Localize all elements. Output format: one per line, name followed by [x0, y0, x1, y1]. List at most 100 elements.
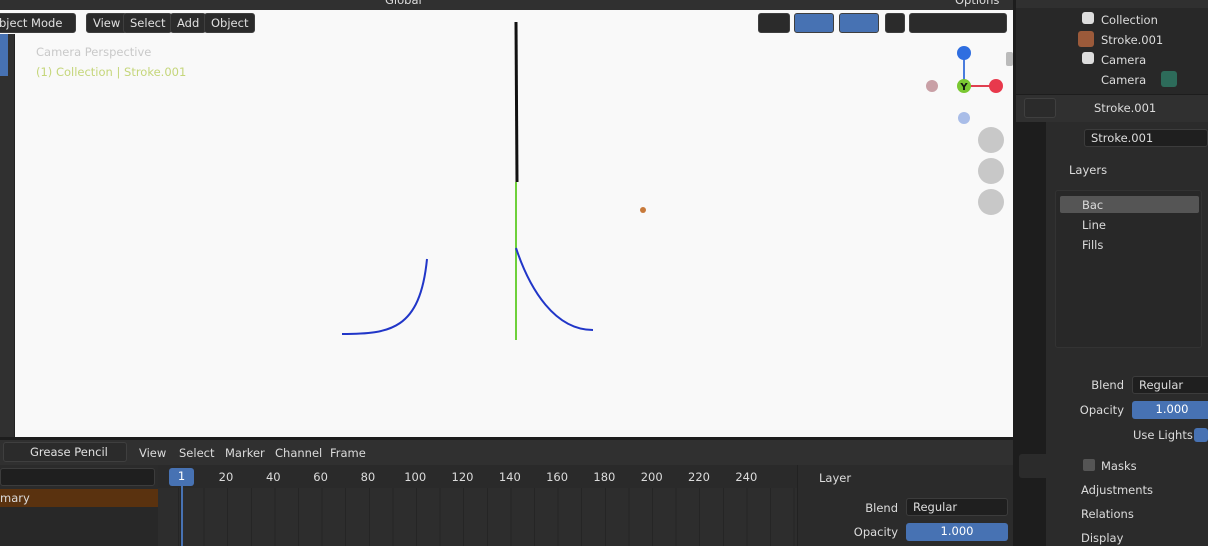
- stroke-blue-left: [341, 258, 428, 335]
- opacity-label: Opacity: [853, 525, 898, 539]
- active-tab[interactable]: [1019, 454, 1046, 478]
- visibility-toggle[interactable]: [758, 13, 790, 33]
- header-object: Stroke.001: [1094, 101, 1157, 115]
- tab-column: [1016, 122, 1046, 546]
- timeline-menu[interactable]: Marker: [225, 446, 265, 460]
- editor-type[interactable]: [1024, 98, 1056, 118]
- shading-modes[interactable]: [909, 13, 1007, 33]
- layer-name[interactable]: Bac: [1082, 198, 1104, 212]
- frame-tick-label: 80: [360, 470, 376, 484]
- menu-add[interactable]: Add: [170, 13, 207, 33]
- orientation[interactable]: Global: [385, 0, 422, 7]
- keyframe-area: [158, 488, 797, 546]
- camera-icon: [1161, 71, 1177, 87]
- frame-tick-label: 160: [546, 470, 569, 484]
- panel-header[interactable]: Layer: [819, 471, 852, 485]
- panel-header[interactable]: Masks: [1101, 459, 1137, 473]
- view-name: Camera Perspective: [36, 45, 152, 59]
- pan-button[interactable]: [978, 158, 1004, 184]
- summary-row: [0, 489, 158, 507]
- options[interactable]: Options: [955, 0, 1000, 7]
- viewport-scrollbar[interactable]: [1006, 52, 1013, 66]
- viewport-drawing: Y: [341, 21, 1004, 340]
- frame-tick-label: 40: [265, 470, 281, 484]
- layer-name[interactable]: Line: [1082, 218, 1106, 232]
- opacity-field[interactable]: 1.000: [1132, 401, 1208, 419]
- outliner-item[interactable]: Camera: [1101, 73, 1147, 87]
- frame-tick-label: 60: [313, 470, 328, 484]
- timeline: Grease Pencil mary 1 Layer Blend Regular…: [0, 440, 1013, 546]
- channel-search[interactable]: [0, 468, 155, 486]
- opacity-label: Opacity: [1079, 403, 1124, 417]
- active-tool[interactable]: [0, 34, 8, 76]
- timeline-header: Grease Pencil: [0, 440, 1013, 465]
- toolbar: [0, 34, 15, 437]
- panel-header[interactable]: Relations: [1081, 507, 1134, 521]
- use-lights-label: Use Lights: [1133, 428, 1193, 442]
- stroke-black: [514, 21, 519, 183]
- timeline-menu[interactable]: Channel: [275, 446, 323, 460]
- zoom-button[interactable]: [978, 127, 1004, 153]
- blend-dropdown[interactable]: Regular: [906, 498, 1008, 516]
- data-name-field[interactable]: Stroke.001: [1084, 129, 1208, 147]
- panel-header[interactable]: Display: [1081, 531, 1124, 545]
- playhead-line: [181, 480, 183, 546]
- masks-checkbox[interactable]: [1083, 459, 1095, 471]
- light-object[interactable]: [640, 207, 646, 213]
- collection-icon: [1082, 52, 1094, 64]
- frame-tick-label: 200: [640, 470, 663, 484]
- channel-area: [0, 507, 158, 546]
- collection-icon: [1082, 12, 1094, 24]
- gizmo-z[interactable]: [957, 46, 971, 60]
- gizmo-toggle[interactable]: [794, 13, 834, 33]
- camera-button[interactable]: [978, 189, 1004, 215]
- gizmo-y-label: Y: [959, 82, 968, 93]
- blend-label: Blend: [865, 501, 898, 515]
- timeline-menu[interactable]: View: [139, 446, 167, 460]
- outliner-item[interactable]: Camera: [1101, 53, 1147, 67]
- overlay-toggle[interactable]: [839, 13, 879, 33]
- frame-tick-label: 120: [451, 470, 474, 484]
- frame-tick-label: 140: [498, 470, 521, 484]
- mode-dropdown[interactable]: bject Mode: [0, 13, 76, 33]
- timeline-menu[interactable]: Select: [179, 446, 215, 460]
- frame-tick-label: 20: [218, 470, 234, 484]
- properties: Stroke.001 Stroke.001 Layers Bac Line Fi…: [1016, 95, 1208, 546]
- menu-view[interactable]: View: [86, 13, 128, 33]
- properties-header: Stroke.001: [1016, 95, 1208, 122]
- frame-tick-label: 100: [404, 470, 427, 484]
- channel-name[interactable]: mary: [0, 491, 30, 505]
- layer-name[interactable]: Fills: [1082, 238, 1104, 252]
- gizmo-x[interactable]: [989, 79, 1003, 93]
- use-lights-checkbox[interactable]: [1194, 428, 1208, 442]
- frame-tick-label: 180: [593, 470, 616, 484]
- menu-object[interactable]: Object: [204, 13, 256, 33]
- panel-header[interactable]: Adjustments: [1081, 483, 1154, 497]
- blend-dropdown[interactable]: Regular: [1132, 376, 1208, 394]
- frame-tick-label: 240: [735, 470, 758, 484]
- outliner-item[interactable]: Stroke.001: [1101, 33, 1164, 47]
- opacity-field[interactable]: 1.000: [906, 523, 1008, 541]
- viewport: Global Options bject Mode View Select Ad…: [0, 0, 1013, 437]
- top-strip: Global Options: [0, 0, 1013, 10]
- blend-label: Blend: [1091, 378, 1124, 392]
- object-info: (1) Collection | Stroke.001: [36, 65, 187, 79]
- gizmo-neg-x[interactable]: [926, 80, 938, 92]
- editor-dropdown[interactable]: Grease Pencil: [3, 442, 127, 462]
- panel-header[interactable]: Layers: [1069, 163, 1108, 177]
- xray-toggle[interactable]: [885, 13, 905, 33]
- layer-row-selected[interactable]: [1060, 196, 1199, 213]
- layer-list: Bac Line Fills: [1055, 190, 1202, 348]
- gizmo-neg-z[interactable]: [958, 112, 970, 124]
- outliner-top: [1016, 0, 1208, 8]
- outliner: Collection Stroke.001 Camera Camera: [1016, 0, 1208, 94]
- timeline-sidebar: Layer Blend Regular Opacity 1.000: [797, 465, 1013, 546]
- current-frame[interactable]: 1: [169, 468, 194, 486]
- timeline-menu[interactable]: Frame: [330, 446, 366, 460]
- outliner-item[interactable]: Collection: [1101, 13, 1158, 27]
- stroke-icon: [1078, 31, 1094, 47]
- frame-tick-label: 220: [688, 470, 710, 484]
- menu-select[interactable]: Select: [123, 13, 173, 33]
- gizmo-y[interactable]: [957, 79, 971, 93]
